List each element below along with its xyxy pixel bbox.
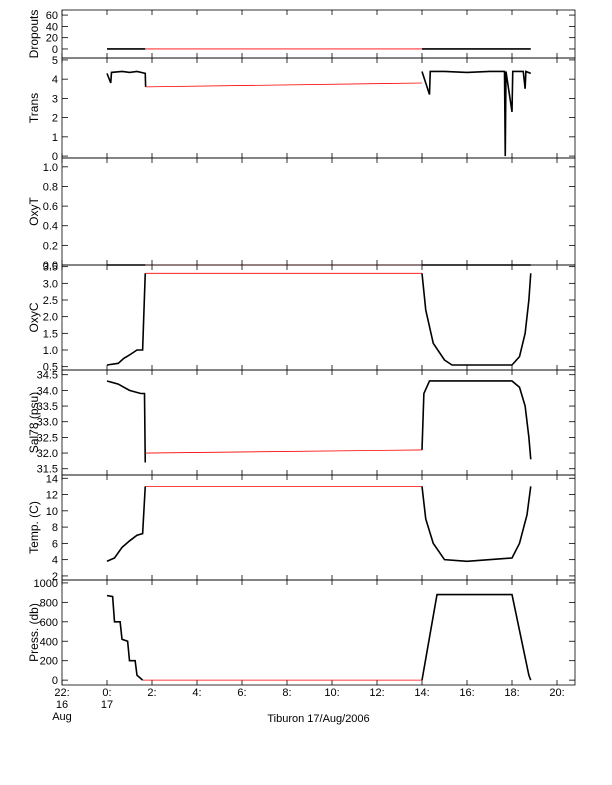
x-tick-label: 10:	[324, 687, 339, 699]
data-line	[145, 82, 423, 88]
y-tick-label: 1000	[34, 578, 58, 590]
y-tick-label: 4	[52, 74, 58, 86]
y-tick-label: 5	[52, 55, 58, 67]
x-tick-label: 6:	[237, 687, 246, 699]
x-tick-label: 18:	[504, 687, 519, 699]
y-axis-label: OxyT	[27, 197, 41, 226]
y-tick-label: 4	[52, 555, 58, 567]
y-tick-label: 33.5	[37, 401, 58, 413]
y-axis-label: OxyC	[27, 302, 41, 332]
y-tick-label: 3.0	[43, 278, 58, 290]
x-tick-label: 4:	[192, 687, 201, 699]
x-tick-label: 16:	[459, 687, 474, 699]
data-line	[106, 273, 532, 366]
x-tick-label: 22: 16 Aug	[52, 687, 72, 723]
x-tick-label: 14:	[414, 687, 429, 699]
y-tick-label: 0.2	[43, 240, 58, 252]
y-tick-label: 600	[40, 617, 58, 629]
data-line	[106, 380, 532, 463]
x-tick-label: 12:	[369, 687, 384, 699]
y-tick-label: 14	[46, 473, 58, 485]
x-tick-label: 2:	[147, 687, 156, 699]
y-tick-label: 32.0	[37, 448, 58, 460]
y-tick-label: 400	[40, 636, 58, 648]
panel-frame	[61, 264, 576, 371]
y-tick-label: 0.5	[43, 362, 58, 374]
y-tick-label: 0.6	[43, 201, 58, 213]
y-axis-label: Temp. (C)	[27, 501, 41, 554]
y-tick-label: 1.5	[43, 328, 58, 340]
y-axis-label: Dropouts	[27, 10, 41, 59]
panel-frame	[61, 579, 576, 686]
panel-frame	[61, 474, 576, 581]
y-tick-label: 1	[52, 132, 58, 144]
y-tick-label: 200	[40, 656, 58, 668]
y-tick-label: 34.5	[37, 370, 58, 382]
y-tick-label: 2.5	[43, 295, 58, 307]
y-tick-label: 8	[52, 522, 58, 534]
y-tick-label: 20	[46, 33, 58, 45]
y-tick-label: 31.5	[37, 464, 58, 476]
data-line	[106, 486, 532, 563]
panel-frame	[61, 57, 576, 159]
y-tick-label: 6	[52, 538, 58, 550]
x-axis-label: Tiburon 17/Aug/2006	[267, 713, 369, 725]
y-tick-label: 32.5	[37, 432, 58, 444]
y-tick-label: 0.8	[43, 181, 58, 193]
panel-frame	[61, 157, 576, 266]
y-tick-label: 40	[46, 21, 58, 33]
panel-frame	[61, 369, 576, 476]
y-tick-label: 2	[52, 571, 58, 583]
y-tick-label: 0	[52, 675, 58, 687]
panel-frame	[61, 9, 576, 59]
y-tick-label: 1.0	[43, 162, 58, 174]
y-tick-label: 3	[52, 93, 58, 105]
y-tick-label: 34.0	[37, 385, 58, 397]
y-tick-label: 0	[52, 44, 58, 56]
data-line	[106, 70, 532, 157]
x-tick-label: 20:	[549, 687, 564, 699]
y-tick-label: 2	[52, 113, 58, 125]
data-line	[145, 449, 423, 454]
y-tick-label: 0.4	[43, 221, 58, 233]
y-tick-label: 60	[46, 10, 58, 22]
y-tick-label: 12	[46, 490, 58, 502]
x-tick-label: 8:	[282, 687, 291, 699]
y-tick-label: 10	[46, 506, 58, 518]
y-tick-label: 800	[40, 597, 58, 609]
y-axis-label: Trans	[27, 93, 41, 123]
y-axis-label: Press. (db)	[27, 603, 41, 662]
y-axis-label: Sal78 (psu)	[27, 392, 41, 453]
y-tick-label: 1.0	[43, 345, 58, 357]
y-tick-label: 2.0	[43, 312, 58, 324]
y-tick-label: 0	[52, 151, 58, 163]
x-tick-label: 0: 17	[101, 687, 113, 711]
y-tick-label: 0.0	[43, 260, 58, 272]
y-tick-label: 3.5	[43, 262, 58, 274]
data-line	[106, 593, 532, 681]
y-tick-label: 33.0	[37, 417, 58, 429]
